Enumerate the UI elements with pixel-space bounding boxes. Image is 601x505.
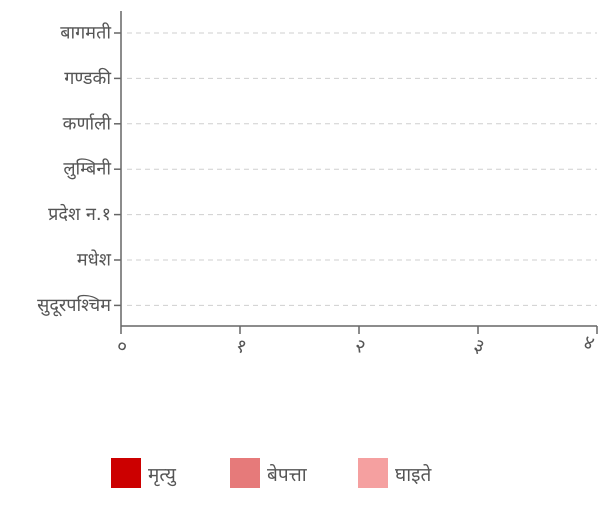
y-tick-label: गण्डकी bbox=[64, 67, 111, 89]
x-tick-label: ० bbox=[114, 334, 131, 358]
legend-swatch bbox=[230, 458, 260, 488]
legend-label: घाइते bbox=[395, 463, 432, 486]
legend-swatch bbox=[111, 458, 141, 488]
x-tick-label: ३ bbox=[471, 334, 488, 358]
y-tick-label: लुम्बिनी bbox=[63, 158, 111, 180]
y-tick-label: बागमती bbox=[60, 22, 111, 44]
x-tick-label: ४ bbox=[580, 331, 597, 355]
y-tick-label: कर्णाली bbox=[63, 112, 112, 134]
y-tick-label: मधेश bbox=[77, 249, 112, 271]
legend-label: मृत्यु bbox=[148, 464, 177, 487]
y-tick-label: सुदूरपश्चिम bbox=[37, 294, 112, 317]
y-tick-label: प्रदेश न.१ bbox=[48, 203, 111, 225]
legend-item-1[interactable]: मृत्यु bbox=[111, 458, 177, 488]
legend-label: बेपत्ता bbox=[267, 463, 308, 486]
legend-item-2[interactable]: बेपत्ता bbox=[230, 458, 308, 488]
legend-swatch bbox=[358, 458, 388, 488]
gridlines bbox=[127, 32, 597, 306]
axes: बागमती गण्डकी कर्णाली लुम्बिनी प्रदेश न.१ मधे… bbox=[37, 11, 598, 359]
legend-item-3[interactable]: घाइते bbox=[358, 458, 432, 488]
x-tick-label: २ bbox=[352, 334, 369, 358]
legend[interactable]: मृत्यु बेपत्ता घाइते bbox=[111, 458, 432, 488]
x-tick-label: १ bbox=[233, 334, 250, 358]
